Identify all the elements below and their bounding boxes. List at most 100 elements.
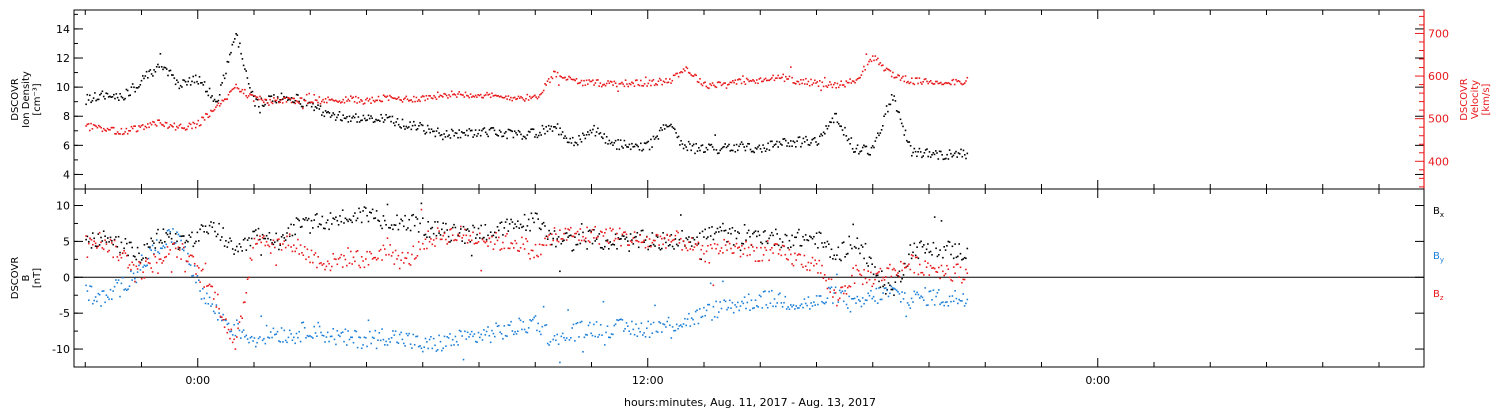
bfield-point-by (617, 319, 620, 322)
velocity-point-velocity (820, 89, 822, 92)
bfield-point-bz (365, 258, 367, 260)
bfield-point-bz (388, 253, 390, 256)
bfield-point-bz (908, 263, 910, 265)
bfield-point-bz (811, 256, 814, 259)
velocity-point-velocity (87, 123, 90, 125)
density-point-ion-density (477, 132, 479, 135)
velocity-point-velocity (372, 99, 375, 102)
density-point-ion-density (603, 133, 605, 135)
density-point-ion-density (835, 112, 837, 115)
bfield-point-bz (681, 249, 683, 251)
density-point-ion-density (181, 86, 183, 88)
bfield-point-bx (409, 229, 412, 232)
bfield-point-by (314, 332, 317, 334)
bfield-point-bx (189, 236, 192, 238)
bfield-point-bx (671, 245, 674, 248)
density-point-ion-density (598, 133, 600, 135)
density-point-ion-density (356, 121, 358, 123)
bfield-point-bz (116, 256, 119, 258)
bfield-point-bz (841, 286, 844, 288)
bfield-point-bz (906, 264, 909, 267)
bfield-point-bx (840, 259, 842, 262)
velocity-point-velocity (205, 113, 207, 115)
velocity-point-velocity (709, 83, 711, 85)
bfield-point-bx (317, 225, 319, 228)
bfield-point-bz (166, 246, 169, 248)
bfield-point-by (269, 331, 272, 333)
bfield-point-bz (519, 247, 522, 249)
bfield-point-by (935, 295, 937, 298)
density-point-ion-density (624, 144, 627, 146)
bfield-point-by (92, 302, 94, 305)
density-point-ion-density (940, 150, 942, 153)
velocity-point-velocity (825, 85, 827, 87)
density-point-ion-density (747, 142, 749, 145)
bfield-point-bz (784, 253, 787, 256)
density-point-ion-density (299, 103, 302, 105)
bfield-point-bz (351, 263, 353, 265)
bfield-point-by (291, 339, 294, 341)
velocity-point-velocity (140, 124, 143, 127)
velocity-point-velocity (604, 84, 607, 87)
density-point-ion-density (756, 148, 758, 150)
density-point-ion-density (860, 150, 863, 152)
bfield-point-bz (925, 266, 928, 268)
bfield-point-bx (426, 236, 428, 238)
bfield-point-by (897, 291, 899, 293)
bfield-point-bz (893, 267, 895, 270)
bfield-point-bx (826, 240, 829, 243)
velocity-point-velocity (471, 96, 473, 98)
density-point-ion-density (371, 117, 373, 119)
density-point-ion-density (909, 145, 912, 147)
density-point-ion-density (863, 144, 865, 147)
bfield-point-by (460, 330, 462, 333)
bfield-point-bz (431, 243, 434, 246)
velocity-point-velocity (748, 80, 750, 83)
velocity-point-velocity (541, 91, 544, 94)
bfield-point-bz (405, 257, 408, 260)
velocity-point-velocity (338, 100, 341, 102)
bfield-point-bz (614, 237, 617, 240)
velocity-point-velocity (401, 101, 404, 103)
bfield-point-by (901, 291, 903, 293)
bfield-point-bx (312, 227, 314, 229)
bfield-point-by (727, 306, 730, 309)
velocity-point-velocity (532, 95, 535, 98)
bfield-point-bx (715, 231, 717, 233)
bfield-point-by (860, 305, 863, 308)
bfield-point-bx (754, 230, 757, 232)
bfield-point-bx (227, 241, 230, 244)
plasma-ytick-label: 8 (63, 110, 70, 123)
velocity-point-velocity (689, 72, 691, 74)
bfield-point-bx (343, 222, 345, 224)
velocity-point-velocity (877, 57, 879, 60)
bfield-point-bx (867, 265, 869, 267)
bfield-point-by (370, 342, 372, 345)
bfield-point-bz (601, 231, 603, 233)
density-point-ion-density (666, 125, 668, 128)
velocity-point-velocity (936, 80, 938, 83)
bfield-point-bz (343, 254, 345, 257)
bfield-point-bx (761, 242, 764, 245)
density-point-ion-density (410, 128, 413, 131)
bfield-point-bz (271, 243, 273, 245)
bfield-point-by (438, 334, 440, 337)
bfield-point-by (886, 289, 888, 292)
bfield-point-bx (267, 237, 269, 240)
density-point-ion-density (650, 138, 652, 141)
bfield-point-bz (312, 261, 314, 264)
bfield-point-bz (408, 263, 410, 265)
bfield-point-by (913, 290, 916, 293)
bfield-point-bz (578, 239, 580, 241)
density-point-ion-density (367, 114, 370, 117)
bfield-point-bz (523, 248, 526, 250)
density-point-ion-density (924, 149, 927, 151)
velocity-point-velocity (223, 98, 226, 100)
bfield-point-bz (155, 261, 158, 264)
bfield-point-bx (219, 239, 222, 241)
density-point-ion-density (718, 152, 720, 154)
density-point-ion-density (357, 116, 360, 118)
density-point-ion-density (768, 149, 771, 151)
velocity-point-velocity (675, 72, 677, 75)
bfield-point-by (320, 331, 322, 334)
